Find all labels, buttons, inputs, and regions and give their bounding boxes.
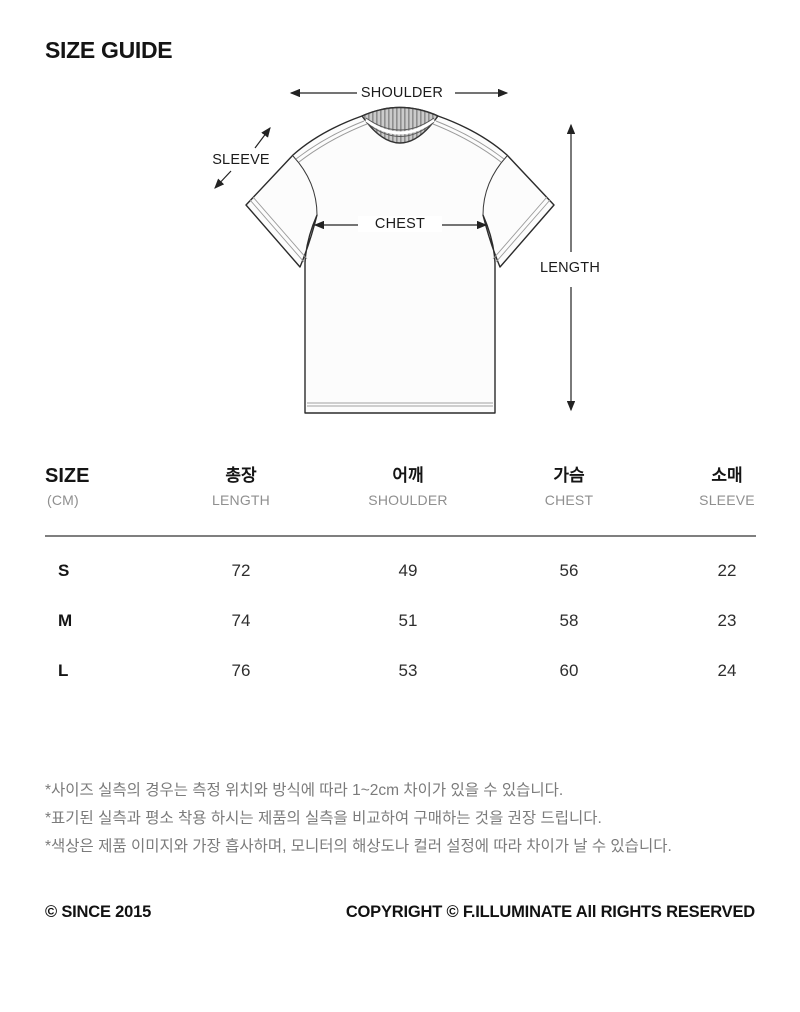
note-line: *색상은 제품 이미지와 가장 흡사하며, 모니터의 해상도나 컬러 설정에 따…	[45, 838, 672, 855]
tshirt-body	[245, 106, 555, 414]
sleeve-label: SLEEVE	[212, 152, 270, 168]
col-header-shoulder-ko: 어깨	[392, 466, 424, 485]
length-value: 76	[231, 661, 251, 680]
col-header-unit: (CM)	[47, 492, 79, 508]
shoulder-value: 51	[398, 611, 418, 630]
table-header-english: (CM) LENGTH SHOULDER CHEST SLEEVE	[45, 492, 756, 509]
footer-copyright: COPYRIGHT © F.ILLUMINATE All RIGHTS RESE…	[345, 903, 755, 921]
page-title: SIZE GUIDE	[45, 37, 173, 63]
table-divider	[45, 535, 756, 537]
col-header-size: SIZE	[45, 465, 90, 487]
table-row-l: L 76 53 60 24	[45, 646, 756, 696]
length-value: 74	[231, 611, 251, 630]
sleeve-value: 22	[717, 561, 737, 580]
table-row-s: S 72 49 56 22	[45, 546, 756, 596]
chest-value: 56	[559, 561, 579, 580]
table-body: S 72 49 56 22 M 74 51 58 23 L 76 53 60 2…	[45, 546, 756, 696]
chest-value: 58	[559, 611, 579, 630]
shoulder-label: SHOULDER	[360, 85, 444, 101]
col-header-length-en: LENGTH	[212, 492, 270, 508]
length-value: 72	[231, 561, 251, 580]
footer-since: © SINCE 2015	[45, 903, 152, 921]
note-line: *표기된 실측과 평소 착용 하시는 제품의 실측을 비교하여 구매하는 것을 …	[45, 810, 602, 827]
col-header-chest-ko: 가슴	[553, 466, 585, 485]
size-cell: M	[58, 611, 73, 630]
table-row-m: M 74 51 58 23	[45, 596, 756, 646]
col-header-sleeve-ko: 소매	[711, 466, 743, 485]
chest-value: 60	[559, 661, 579, 680]
col-header-sleeve-en: SLEEVE	[699, 492, 755, 508]
measurement-arrows	[214, 88, 576, 412]
footnotes: *사이즈 실측의 경우는 측정 위치와 방식에 따라 1~2cm 차이가 있을 …	[45, 777, 672, 861]
tshirt-diagram	[214, 88, 576, 414]
shoulder-value: 49	[398, 561, 418, 580]
size-cell: S	[58, 561, 70, 580]
size-table: SIZE 총장 어깨 가슴 소매 (CM) LENGTH SHOULDER CH…	[45, 466, 756, 696]
tshirt-collar	[361, 106, 439, 144]
sleeve-value: 23	[717, 611, 737, 630]
size-cell: L	[58, 661, 69, 680]
sleeve-value: 24	[717, 661, 737, 680]
col-header-shoulder-en: SHOULDER	[368, 492, 448, 508]
length-label: LENGTH	[534, 260, 606, 276]
chest-label: CHEST	[358, 216, 442, 232]
table-header-korean: SIZE 총장 어깨 가슴 소매	[45, 466, 756, 486]
col-header-chest-en: CHEST	[544, 492, 594, 508]
shoulder-value: 53	[398, 661, 418, 680]
col-header-length-ko: 총장	[225, 466, 257, 485]
note-line: *사이즈 실측의 경우는 측정 위치와 방식에 따라 1~2cm 차이가 있을 …	[45, 782, 564, 799]
